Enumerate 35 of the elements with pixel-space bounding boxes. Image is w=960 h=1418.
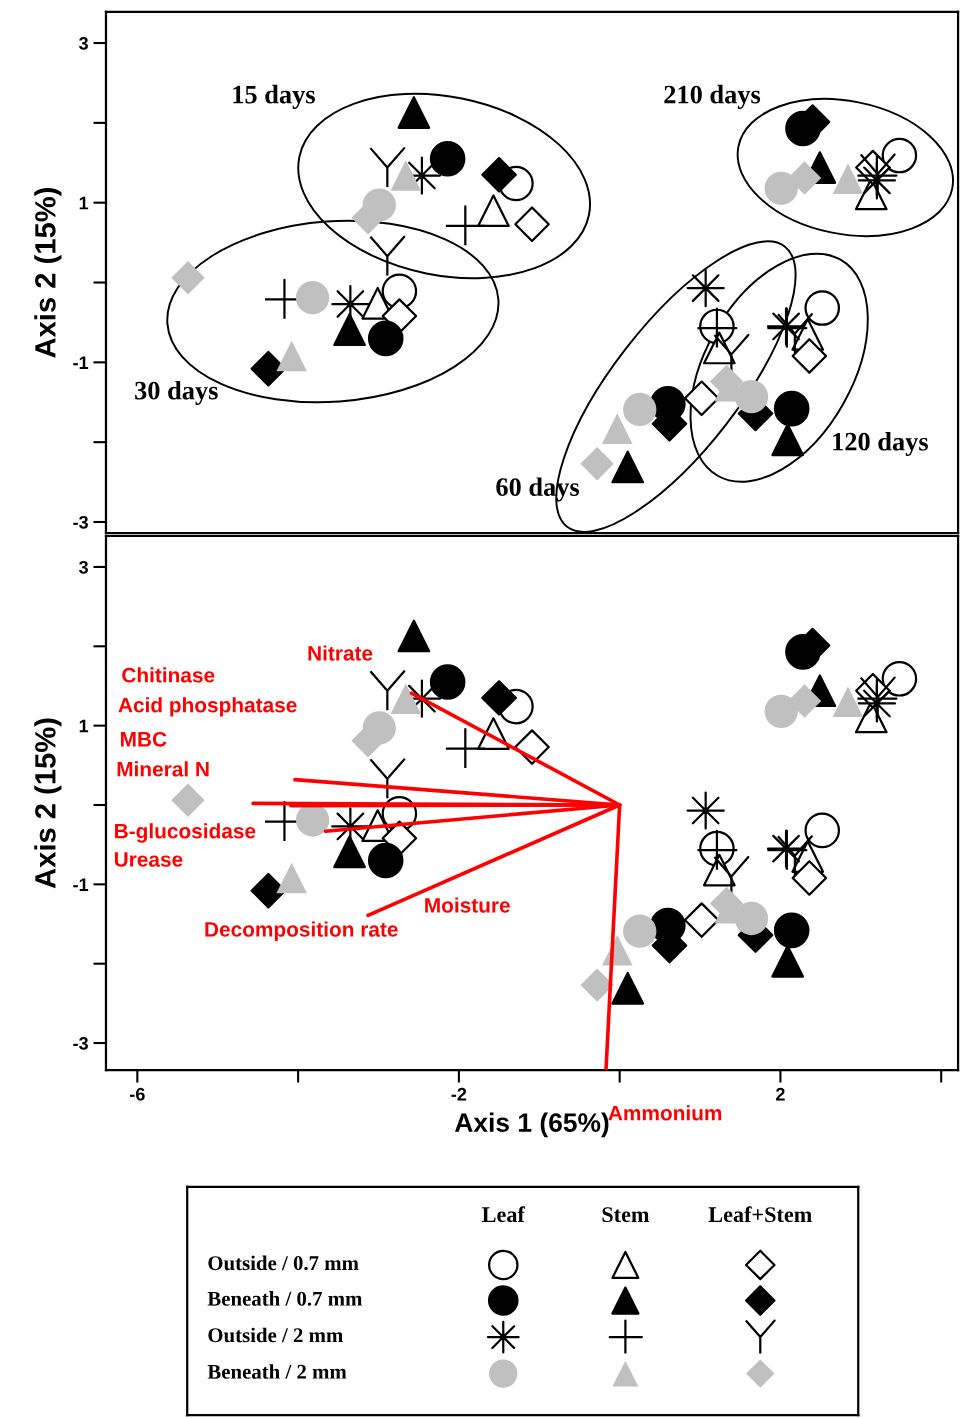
y-tick-label: -1 xyxy=(73,356,89,369)
text: Ammonium xyxy=(608,1105,722,1121)
annotation: 15 days xyxy=(233,84,315,109)
text: Beneath / 2 mm xyxy=(207,1364,347,1379)
annotation: Nitrate xyxy=(308,645,373,661)
x-tick-label: 2 xyxy=(776,1087,785,1101)
y-tick-label: 3 xyxy=(79,36,88,50)
annotation: Moisture xyxy=(425,897,510,913)
annotation: Urease xyxy=(114,852,183,867)
y-tick-label: 1 xyxy=(79,196,89,210)
y-tick-label: 3 xyxy=(79,560,88,574)
text: Stem xyxy=(602,1207,650,1223)
x-tick-label: -6 xyxy=(130,1087,145,1101)
annotation: Chitinase xyxy=(122,667,215,683)
y-axis-title: Axis 2 (15%) xyxy=(34,188,62,358)
y-tick-label: -3 xyxy=(73,1036,88,1050)
x-tick-label: -2 xyxy=(451,1087,467,1101)
text: Leaf xyxy=(482,1206,526,1223)
text: Outside / 0.7 mm xyxy=(208,1255,359,1271)
y-tick-label: -1 xyxy=(73,878,89,891)
annotation: Acid phosphatase xyxy=(118,697,297,717)
annotation: MBC xyxy=(121,731,167,747)
x-axis-title: Axis 1 (65%) xyxy=(454,1112,609,1138)
text: Outside / 2 mm xyxy=(208,1327,343,1343)
text: Beneath / 0.7 mm xyxy=(207,1291,363,1306)
y-tick-label: -3 xyxy=(73,515,88,529)
annotation: Mineral N xyxy=(117,761,209,777)
y-tick-label: 1 xyxy=(79,719,89,733)
annotation: 120 days xyxy=(833,432,928,457)
annotation: 30 days xyxy=(135,380,218,405)
y-axis-title: Axis 2 (15%) xyxy=(34,718,62,889)
annotation: Decomposition rate xyxy=(205,921,398,941)
text: Leaf+Stem xyxy=(708,1206,812,1223)
annotation: B-glucosidase xyxy=(115,823,256,843)
annotation: 210 days xyxy=(664,84,761,109)
